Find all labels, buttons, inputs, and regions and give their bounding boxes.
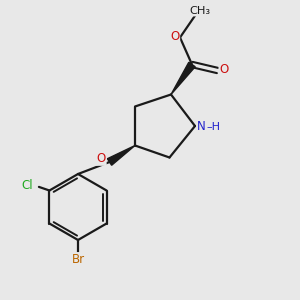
Text: O: O [220,63,229,76]
Polygon shape [107,146,135,165]
Text: CH₃: CH₃ [189,5,210,16]
Text: O: O [97,152,106,165]
Text: Br: Br [71,253,85,266]
Polygon shape [171,62,195,94]
Text: Cl: Cl [22,179,33,192]
Text: N: N [197,119,206,133]
Text: –H: –H [207,122,220,132]
Text: O: O [170,29,179,43]
